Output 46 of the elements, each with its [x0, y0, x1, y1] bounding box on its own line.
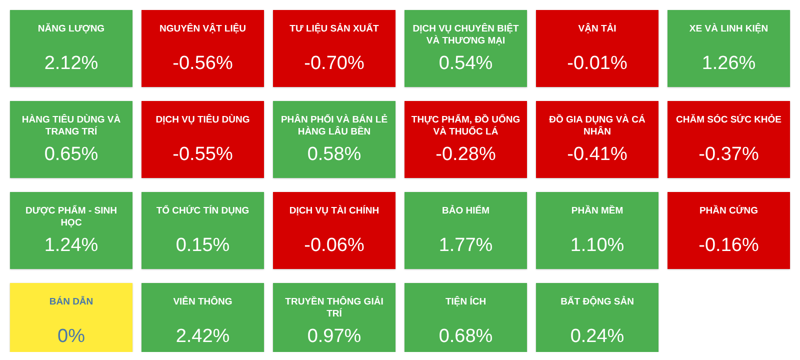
data-label: 0.65% — [44, 144, 98, 166]
category-label: PHÂN PHỐI VÀ BÁN LẺ HÀNG LÂU BỀN — [280, 114, 388, 138]
category-label: TRUYỀN THÔNG GIẢI TRÍ — [285, 296, 384, 320]
data-label: -0.56% — [172, 53, 233, 74]
category-label: DỊCH VỤ TÀI CHÍNH — [289, 204, 380, 217]
category-label: ĐỒ GIA DỤNG VÀ CÁ NHÂN — [549, 114, 646, 138]
category-label: VẬN TẢI — [578, 22, 616, 35]
data-label: 0% — [58, 326, 86, 348]
category-label: TƯ LIỆU SẢN XUẤT — [290, 22, 380, 35]
data-label: 0.97% — [307, 326, 362, 348]
data-label: 0.54% — [438, 53, 493, 74]
data-label: -0.37% — [698, 144, 759, 166]
category-label: BẤT ĐỘNG SẢN — [560, 296, 634, 308]
data-label: -0.01% — [567, 53, 628, 74]
data-label: 0.58% — [307, 144, 362, 166]
data-label: 0.68% — [438, 326, 493, 348]
category-label: HÀNG TIÊU DÙNG VÀ TRANG TRÍ — [22, 114, 121, 138]
category-label: PHẦN MỀM — [571, 204, 624, 217]
data-label: 1.26% — [702, 53, 756, 74]
category-label: TIỆN ÍCH — [445, 296, 486, 308]
data-label: 1.77% — [438, 235, 493, 256]
data-label: 1.24% — [44, 235, 98, 256]
data-label: -0.16% — [698, 235, 759, 256]
data-label: 1.10% — [570, 235, 624, 256]
data-label: 0.24% — [570, 326, 624, 348]
category-label: VIỄN THÔNG — [173, 296, 232, 308]
category-label: BẢO HIỂM — [442, 204, 490, 217]
data-label: -0.28% — [436, 144, 496, 166]
data-label: -0.55% — [172, 144, 233, 166]
category-label: DỊCH VỤ TIÊU DÙNG — [156, 114, 250, 126]
category-label: XE VÀ LINH KIỆN — [689, 22, 768, 35]
data-label: 2.42% — [176, 326, 230, 348]
data-label: -0.41% — [567, 144, 628, 166]
data-label: 2.12% — [44, 53, 98, 74]
category-label: DỊCH VỤ CHUYÊN BIỆT VÀ THƯƠNG MẠI — [412, 22, 519, 47]
data-label: 0.15% — [176, 235, 230, 256]
category-label: TỔ CHỨC TÍN DỤNG — [156, 204, 250, 217]
data-label: -0.70% — [304, 53, 364, 74]
category-label: THỰC PHẨM, ĐỒ UỐNG VÀ THUỐC LÁ — [411, 114, 520, 138]
category-label: BÁN DẪN — [49, 296, 94, 308]
category-label: CHĂM SÓC SỨC KHỎE — [676, 114, 782, 126]
category-label: NĂNG LƯỢNG — [38, 22, 105, 35]
data-label: -0.06% — [304, 235, 364, 256]
category-label: PHẦN CỨNG — [699, 204, 758, 217]
category-label: NGUYÊN VẬT LIỆU — [159, 22, 246, 35]
category-label: DƯỢC PHẨM - SINH HỌC — [26, 204, 118, 229]
